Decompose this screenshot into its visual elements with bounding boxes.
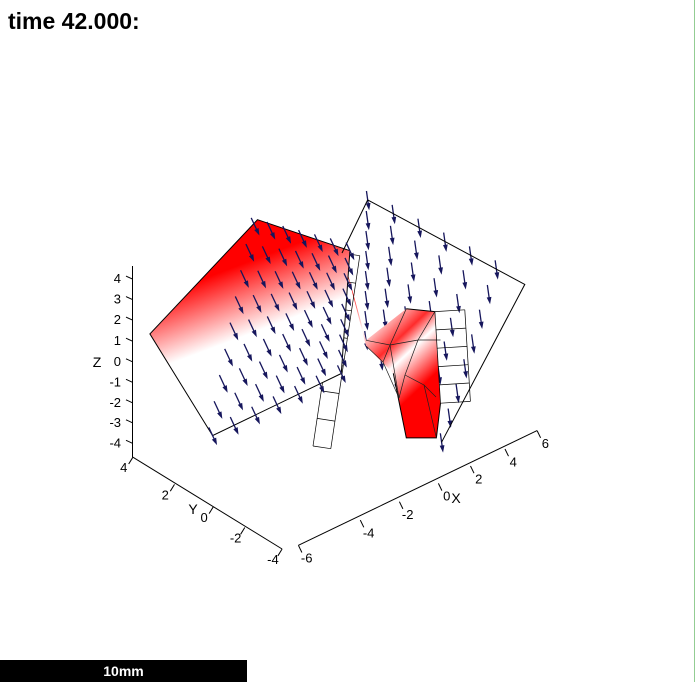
- svg-text:-3: -3: [109, 415, 121, 430]
- svg-text:4: 4: [120, 460, 127, 475]
- svg-text:-4: -4: [363, 525, 375, 540]
- svg-text:4: 4: [114, 271, 121, 286]
- svg-text:0: 0: [200, 510, 207, 525]
- svg-text:-4: -4: [109, 435, 121, 450]
- svg-text:3: 3: [114, 292, 121, 307]
- svg-text:6: 6: [542, 436, 549, 451]
- svg-text:1: 1: [114, 333, 121, 348]
- svg-text:Y: Y: [188, 501, 198, 517]
- svg-text:2: 2: [475, 471, 482, 486]
- svg-text:-2: -2: [109, 395, 121, 410]
- svg-text:X: X: [451, 490, 461, 506]
- svg-text:0: 0: [443, 489, 450, 504]
- svg-text:-2: -2: [402, 507, 414, 522]
- svg-text:-1: -1: [109, 374, 121, 389]
- svg-text:-4: -4: [267, 552, 279, 567]
- svg-text:2: 2: [114, 312, 121, 327]
- svg-text:Z: Z: [93, 354, 102, 370]
- svg-text:2: 2: [162, 487, 169, 502]
- svg-text:-2: -2: [230, 531, 242, 546]
- svg-text:0: 0: [114, 354, 121, 369]
- svg-text:-6: -6: [301, 551, 313, 566]
- svg-text:4: 4: [510, 454, 517, 469]
